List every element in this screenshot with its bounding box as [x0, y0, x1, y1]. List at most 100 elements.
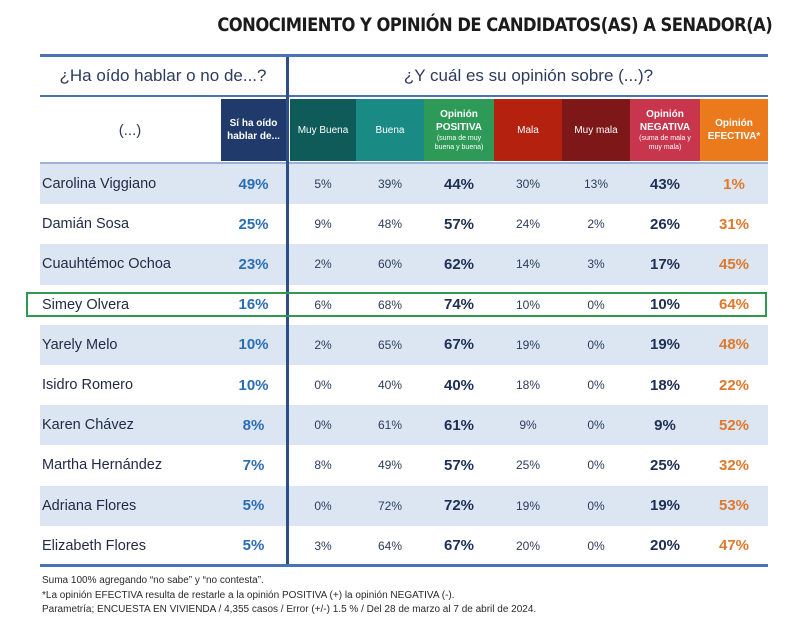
top-rule [40, 54, 768, 57]
cell-efectiva: 52% [718, 416, 750, 434]
cell-buena: 68% [377, 297, 403, 312]
cell-buena: 60% [377, 257, 403, 272]
cell-muy-mala: 0% [587, 538, 605, 553]
col-header-mala: Mala [494, 99, 562, 161]
table-row: Adriana Flores 5% 0% 72% 72% 19% 0% 19% 53% [40, 485, 768, 526]
cell-negativa: 19% [649, 336, 681, 354]
cell-negativa: 10% [649, 296, 681, 314]
cell-muy-buena: 0% [314, 498, 332, 513]
cell-mala: 24% [515, 217, 541, 232]
cell-muy-buena: 0% [314, 378, 332, 393]
highlight-box [26, 292, 767, 317]
note-2: *La opinión EFECTIVA resulta de restarle… [42, 589, 455, 601]
note-3: Parametría; ENCUESTA EN VIVIENDA / 4,355… [42, 604, 537, 615]
cell-positiva: 57% [443, 456, 475, 474]
cell-mala: 19% [515, 498, 541, 513]
cell-efectiva: 32% [718, 456, 750, 474]
cell-efectiva: 45% [718, 255, 750, 273]
cell-name: Carolina Viggiano [42, 176, 157, 193]
cell-negativa: 25% [649, 456, 681, 474]
section-divider [286, 57, 289, 564]
cell-muy-mala: 2% [587, 217, 605, 232]
cell-mala: 9% [519, 418, 537, 433]
table-row: Martha Hernández 7% 8% 49% 57% 25% 0% 25% 32% [40, 445, 768, 485]
cell-positiva: 62% [443, 255, 475, 273]
cell-name: Simey Olvera [42, 296, 130, 313]
cell-positiva: 67% [443, 537, 475, 555]
cell-mala: 18% [515, 378, 541, 393]
cell-mala: 30% [515, 177, 541, 192]
cell-name: Elizabeth Flores [42, 537, 146, 554]
cell-heard: 8% [242, 416, 265, 434]
cell-positiva: 61% [443, 416, 475, 434]
cell-name: Damián Sosa [42, 216, 130, 233]
cell-buena: 49% [377, 458, 403, 473]
cell-efectiva: 1% [723, 175, 745, 193]
cell-negativa: 20% [649, 537, 681, 555]
cell-negativa: 17% [649, 255, 681, 273]
cell-mala: 10% [515, 297, 541, 312]
table-row: Karen Chávez 8% 0% 61% 61% 9% 0% 9% 52% [40, 405, 768, 446]
cell-buena: 64% [377, 538, 403, 553]
cell-heard: 10% [238, 376, 269, 394]
cell-heard: 10% [238, 336, 269, 354]
cell-buena: 40% [377, 378, 403, 393]
cell-muy-mala: 13% [583, 177, 609, 192]
col-header-negativa: Opinión NEGATIVA (suma de mala y muy mal… [630, 99, 700, 161]
cell-buena: 72% [377, 498, 403, 513]
cell-name: Cuauhtémoc Ochoa [42, 256, 171, 273]
table-row: Simey Olvera 16% 6% 68% 74% 10% 0% 10% 64% [40, 285, 768, 325]
cell-mala: 25% [515, 458, 541, 473]
cell-muy-buena: 2% [314, 337, 332, 352]
cell-muy-buena: 2% [314, 257, 332, 272]
cell-negativa: 26% [649, 215, 681, 233]
cell-muy-mala: 0% [587, 498, 605, 513]
footnotes: Suma 100% agregando “no sabe” y “no cont… [42, 574, 536, 618]
cell-name: Adriana Flores [42, 497, 137, 514]
cell-mala: 14% [515, 257, 541, 272]
table-row: Elizabeth Flores 5% 3% 64% 67% 20% 0% 20% 47% [40, 526, 768, 566]
group-rule [40, 95, 768, 97]
cell-buena: 39% [377, 177, 403, 192]
cell-positiva: 67% [443, 336, 475, 354]
cell-mala: 19% [515, 337, 541, 352]
cell-efectiva: 48% [718, 336, 750, 354]
group-header-heard: ¿Ha oído hablar o no de...? [59, 66, 267, 85]
cell-name: Karen Chávez [42, 417, 134, 434]
cell-heard: 7% [242, 456, 265, 474]
cell-heard: 49% [238, 175, 269, 193]
cell-muy-mala: 0% [587, 337, 605, 352]
cell-name: Martha Hernández [42, 457, 163, 474]
cell-mala: 20% [515, 538, 541, 553]
table-row: Isidro Romero 10% 0% 40% 40% 18% 0% 18% 22% [40, 365, 768, 405]
cell-muy-buena: 6% [314, 297, 332, 312]
table-row: Carolina Viggiano 49% 5% 39% 44% 30% 13% 43% 1% [40, 164, 768, 205]
col-header-positiva: Opinión POSITIVA (suma de muy buena y bu… [424, 99, 494, 161]
chart-title: CONOCIMIENTO Y OPINIÓN DE CANDIDATOS(AS)… [217, 14, 772, 36]
cell-efectiva: 64% [718, 296, 750, 314]
col-header-buena: Buena [356, 99, 424, 161]
cell-efectiva: 22% [718, 376, 750, 394]
cell-positiva: 40% [443, 376, 475, 394]
cell-muy-buena: 5% [314, 177, 332, 192]
cell-buena: 48% [377, 217, 403, 232]
col-header-muy-buena: Muy Buena [290, 99, 356, 161]
cell-muy-mala: 3% [587, 257, 605, 272]
cell-muy-buena: 8% [314, 458, 332, 473]
cell-negativa: 9% [654, 416, 676, 434]
cell-negativa: 19% [649, 497, 681, 515]
cell-heard: 5% [242, 497, 265, 515]
cell-efectiva: 31% [718, 215, 750, 233]
table-body: Carolina Viggiano 49% 5% 39% 44% 30% 13% 43% 1% D… [40, 164, 768, 566]
table-row: Yarely Melo 10% 2% 65% 67% 19% 0% 19% 48% [40, 324, 768, 365]
col-header-muy-mala: Muy mala [562, 99, 630, 161]
cell-muy-mala: 0% [587, 297, 605, 312]
cell-muy-buena: 3% [314, 538, 332, 553]
cell-positiva: 74% [443, 296, 475, 314]
cell-muy-mala: 0% [587, 378, 605, 393]
cell-muy-buena: 9% [314, 217, 332, 232]
cell-negativa: 43% [649, 175, 681, 193]
bottom-rule [40, 564, 768, 567]
cell-negativa: 18% [649, 376, 681, 394]
group-header-opinion: ¿Y cuál es su opinión sobre (...)? [403, 66, 654, 85]
